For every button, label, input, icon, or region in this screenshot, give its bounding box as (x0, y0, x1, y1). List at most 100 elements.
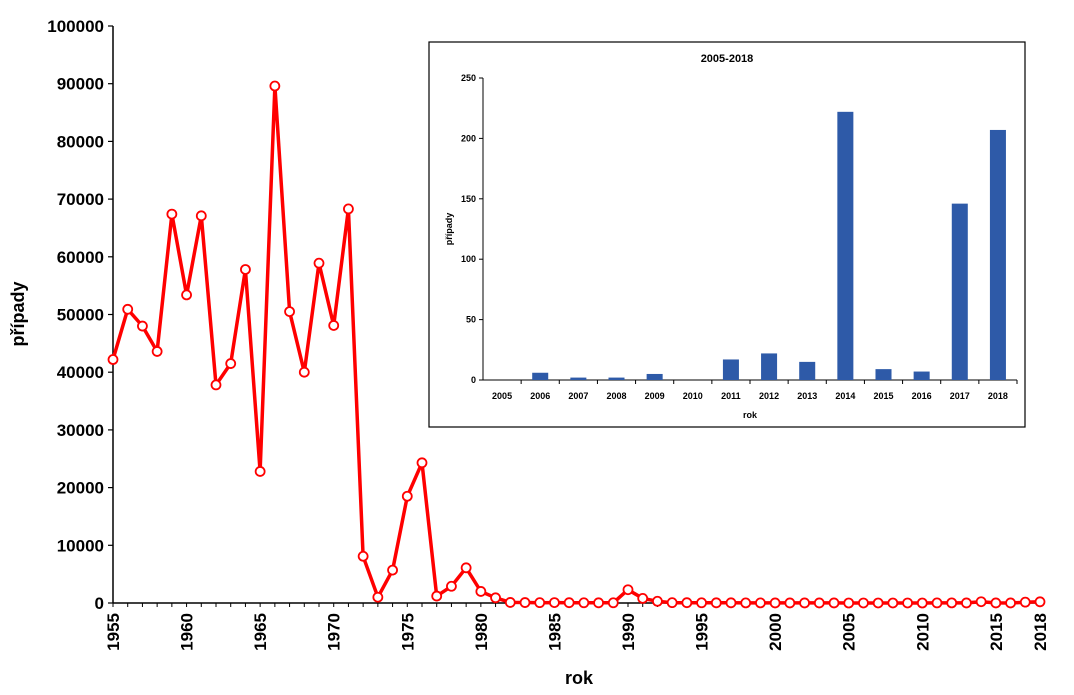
main-data-point (843, 597, 855, 609)
inset-x-tick-label: 2018 (988, 391, 1008, 401)
inset-bars (532, 111, 1006, 380)
main-data-point (872, 597, 884, 609)
inset-bar (722, 359, 739, 380)
main-y-tick-label: 30000 (57, 421, 104, 440)
main-x-tick-label: 2010 (913, 613, 932, 651)
main-data-point (681, 597, 693, 609)
main-y-tick-label: 100000 (47, 17, 104, 36)
inset-bar (608, 377, 625, 380)
main-data-point (740, 597, 752, 609)
main-data-point (240, 264, 251, 275)
main-data-point (460, 562, 472, 574)
main-data-point (210, 379, 222, 391)
main-data-point (254, 466, 266, 477)
inset-x-tick-label: 2006 (530, 391, 550, 401)
main-data-point (137, 320, 148, 332)
main-data-point (975, 596, 987, 608)
main-points (107, 80, 1046, 609)
main-data-point (549, 597, 560, 608)
main-y-tick-label: 50000 (57, 306, 104, 325)
main-data-point (387, 564, 398, 576)
inset-x-tick-label: 2015 (873, 391, 893, 401)
main-x-axis-title: rok (565, 668, 594, 688)
inset-x-tick-label: 2005 (492, 391, 512, 401)
main-y-axis-title: případy (8, 281, 28, 346)
main-y-ticks: 0 10000 20000 30000 40000 50000 60000 70000 8000… (47, 17, 113, 613)
main-data-point (607, 597, 619, 609)
main-data-point (578, 597, 590, 609)
main-x-tick-label: 1985 (545, 613, 564, 651)
inset-bar (989, 129, 1006, 380)
main-data-point (313, 257, 325, 269)
main-data-point (1034, 596, 1046, 608)
main-y-tick-label: 0 (95, 594, 104, 613)
main-x-tick-label: 1955 (104, 613, 123, 651)
main-data-point (593, 597, 604, 609)
inset-x-tick-label: 2011 (721, 391, 741, 401)
main-data-point (813, 597, 825, 609)
inset-bar (761, 353, 778, 380)
main-data-point (769, 597, 781, 609)
main-data-point (357, 550, 369, 562)
main-data-point (181, 289, 192, 301)
main-data-point (431, 590, 443, 602)
main-x-tick-label: 2005 (840, 613, 859, 651)
inset-x-tick-label: 2014 (835, 391, 855, 401)
main-x-tick-label: 1970 (325, 613, 344, 651)
main-x-ticks: 1955 1960 1965 1970 1975 1980 1985 1990 1995 2000… (104, 603, 1050, 651)
main-data-point (446, 580, 457, 592)
main-data-point (328, 320, 340, 331)
main-y-tick-label: 60000 (57, 248, 104, 267)
main-data-point (696, 597, 707, 609)
inset-x-axis-title: rok (743, 410, 758, 420)
inset-x-tick-label: 2009 (645, 391, 665, 401)
inset-title: 2005-2018 (701, 53, 754, 65)
inset-bar (875, 369, 892, 380)
main-x-tick-label: 1965 (251, 613, 270, 651)
main-data-point (563, 597, 575, 609)
main-y-tick-label: 80000 (57, 132, 104, 151)
inset-bar (570, 377, 587, 380)
main-data-point (122, 303, 134, 315)
main-data-point (990, 597, 1002, 609)
main-data-point (1019, 596, 1031, 608)
main-data-point (1005, 597, 1016, 609)
main-data-point (887, 597, 899, 609)
inset-y-tick-label: 0 (471, 375, 476, 385)
main-data-point (622, 584, 634, 596)
main-data-point (799, 597, 810, 609)
main-data-point (298, 366, 310, 378)
main-x-tick-label: 2000 (766, 613, 785, 651)
main-data-point (916, 597, 928, 609)
inset-bar (837, 111, 854, 380)
main-line-chart: 0100002000030000400005000060000700008000… (8, 17, 1050, 688)
main-data-point (372, 591, 384, 603)
main-x-tick-label: 1980 (472, 613, 491, 651)
inset-bar (646, 373, 663, 380)
main-data-point (519, 597, 531, 608)
inset-x-tick-label: 2010 (683, 391, 703, 401)
main-x-tick-label: 1975 (398, 613, 417, 651)
inset-x-tick-label: 2013 (797, 391, 817, 401)
main-data-point (475, 586, 487, 597)
main-x-tick-label: 1990 (619, 613, 638, 651)
main-data-point (828, 597, 840, 609)
inset-bar (913, 371, 930, 380)
inset-x-tick-label: 2016 (912, 391, 932, 401)
inset-y-tick-label: 150 (461, 194, 476, 204)
main-data-point (490, 592, 501, 604)
main-y-tick-label: 40000 (57, 363, 104, 382)
main-data-point (504, 597, 516, 608)
inset-y-tick-label: 100 (461, 254, 476, 264)
inset-x-tick-label: 2012 (759, 391, 779, 401)
main-data-point (710, 597, 722, 609)
main-data-point (637, 592, 649, 604)
main-data-point (225, 358, 237, 369)
main-data-point (195, 210, 207, 222)
inset-x-ticks: 2005 2006 2007 2008 2009 2010 2011 2012 2013 2014… (492, 380, 1018, 401)
main-data-point (858, 597, 869, 609)
main-data-point (902, 597, 913, 609)
main-data-point (652, 595, 663, 607)
inset-x-tick-label: 2007 (568, 391, 588, 401)
main-data-point (931, 597, 943, 609)
